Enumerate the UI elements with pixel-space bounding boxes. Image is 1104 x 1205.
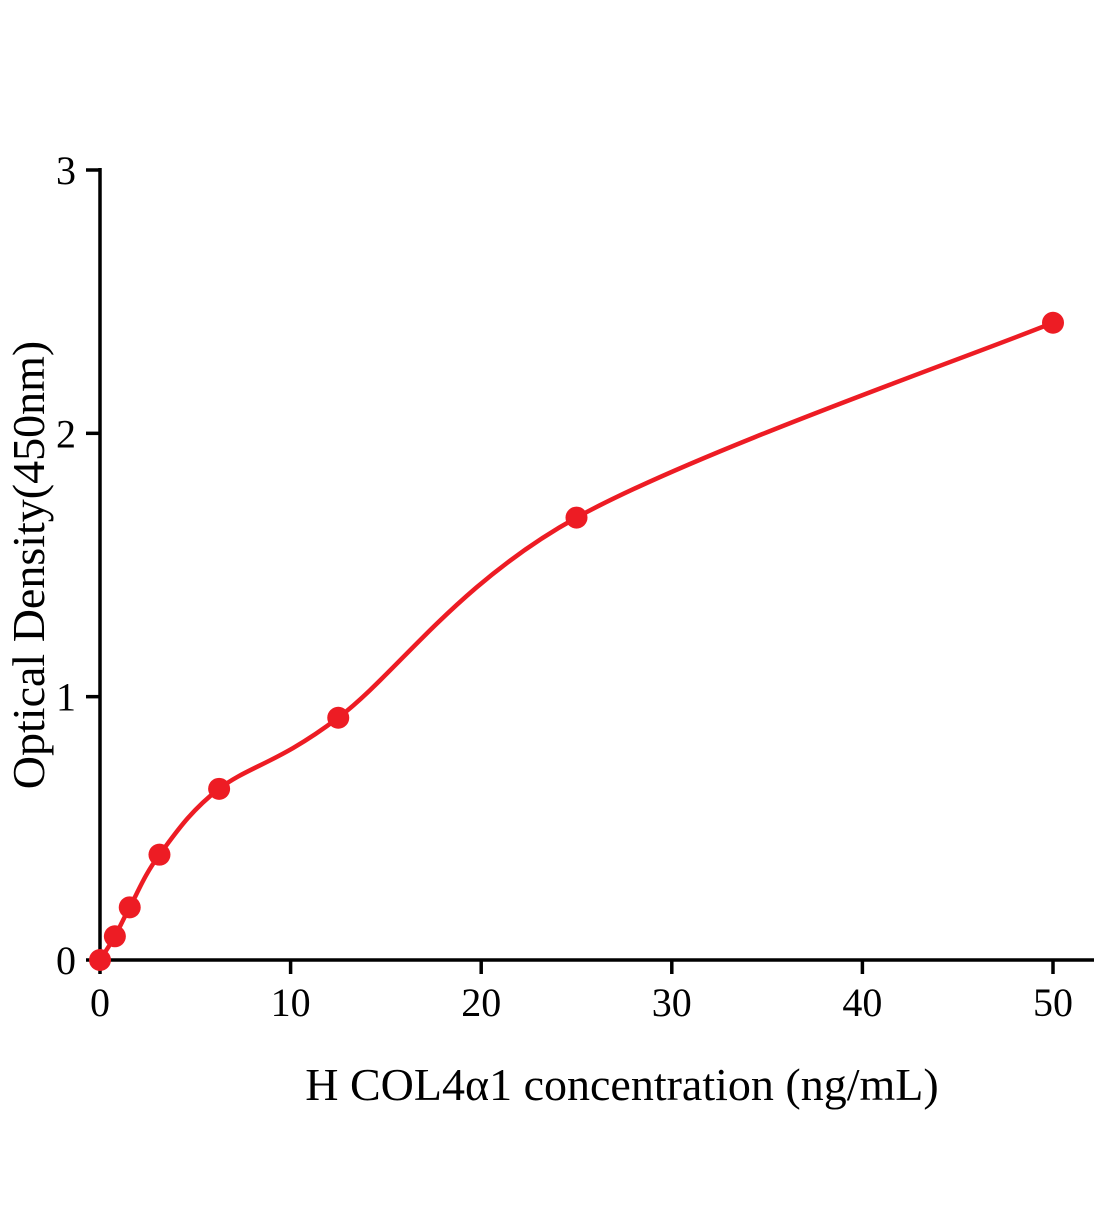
y-axis-label: Optical Density(450nm) [3,341,54,789]
data-points [89,311,1064,971]
x-tick-label: 20 [461,980,501,1025]
y-tick-label: 3 [56,148,76,193]
y-tick-label: 0 [56,938,76,983]
data-point [89,949,111,971]
fit-curve [97,320,1056,963]
data-point [565,506,588,529]
x-tick-label: 10 [271,980,311,1025]
axes [98,168,1094,962]
data-point [1042,311,1064,334]
y-tick-label: 1 [56,675,76,720]
x-tick-label: 30 [652,980,692,1025]
data-point [103,925,126,948]
x-tick-label: 40 [842,980,882,1025]
x-axis-label: H COL4α1 concentration (ng/mL) [305,1059,938,1110]
x-tick-label: 0 [90,980,110,1025]
tick-labels: 0 10 20 30 40 50 0 1 2 3 [56,148,1073,1025]
data-point [148,843,171,866]
data-point [327,706,350,729]
data-point [208,777,231,800]
x-tick-label: 50 [1033,980,1073,1025]
data-point [118,896,141,919]
y-tick-label: 2 [56,411,76,456]
